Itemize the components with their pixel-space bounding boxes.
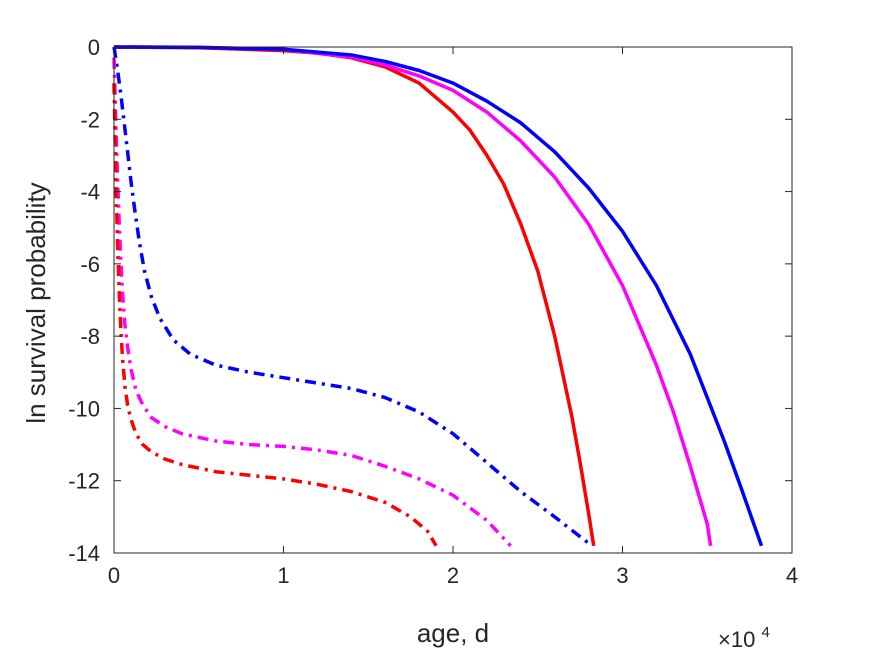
x-ticks: 0 1 2 3 4	[108, 47, 798, 588]
x-tick-label: 0	[108, 563, 120, 588]
y-ticks: 0 -2 -4 -6 -8 -10 -12 -14	[68, 35, 792, 566]
series-layer	[112, 45, 764, 548]
x-tick-label: 1	[277, 563, 289, 588]
y-tick-label: -4	[80, 180, 100, 205]
x-tick-label: 3	[616, 563, 628, 588]
series-line-5	[112, 57, 512, 547]
x-exponent-label: ×10 4	[718, 624, 770, 652]
y-axis-label: ln survival probability	[21, 182, 51, 423]
series-line-3	[113, 45, 764, 547]
y-tick-label: -10	[68, 396, 100, 421]
y-tick-label: -2	[80, 107, 100, 132]
x-multiplier-base: ×10	[718, 627, 755, 652]
series-line-4	[112, 46, 594, 548]
x-tick-label: 2	[447, 563, 459, 588]
y-tick-label: -12	[68, 469, 100, 494]
x-axis-label: age, d	[417, 618, 489, 648]
y-tick-label: -6	[80, 252, 100, 277]
x-multiplier-exponent: 4	[761, 624, 769, 641]
y-tick-label: 0	[88, 35, 100, 60]
y-tick-label: -14	[68, 541, 100, 566]
y-tick-label: -8	[80, 324, 100, 349]
x-tick-label: 4	[786, 563, 798, 588]
